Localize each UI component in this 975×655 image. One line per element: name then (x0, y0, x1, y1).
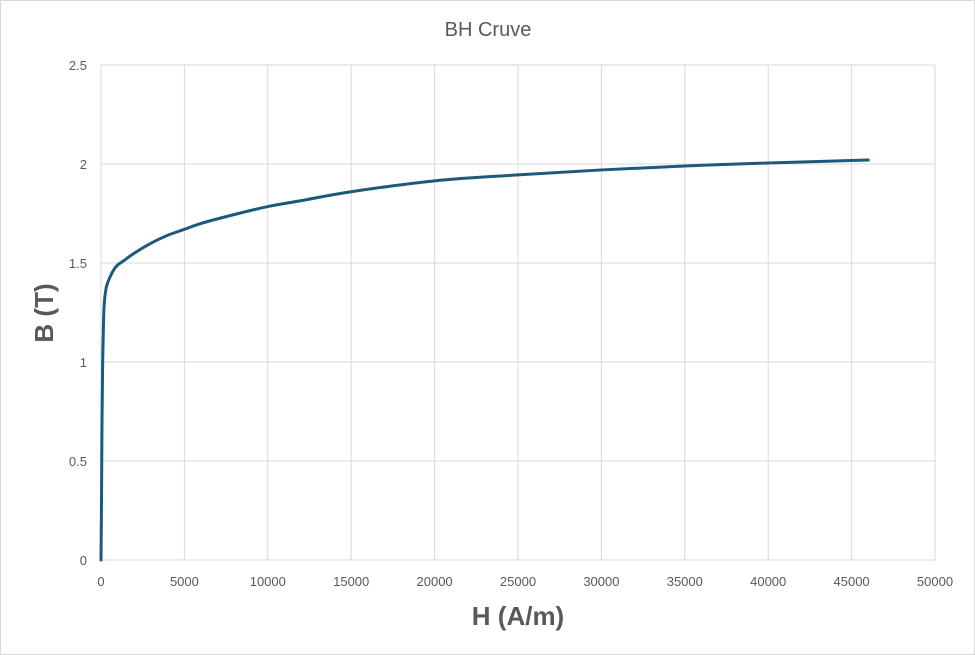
y-tick-label: 2.5 (69, 58, 87, 73)
chart-title: BH Cruve (445, 19, 532, 41)
x-axis-label: H (A/m) (472, 601, 564, 631)
y-tick-label: 1.5 (69, 256, 87, 271)
y-tick-label: 2 (80, 157, 87, 172)
y-tick-label: 0.5 (69, 454, 87, 469)
grid-lines (100, 64, 936, 561)
x-tick-label: 35000 (667, 574, 703, 589)
y-tick-label: 1 (80, 355, 87, 370)
x-tick-label: 25000 (500, 574, 536, 589)
series-group (99, 158, 870, 562)
y-tick-label: 0 (80, 553, 87, 568)
x-tick-label: 5000 (170, 574, 199, 589)
x-tick-label: 10000 (250, 574, 286, 589)
x-tick-label: 30000 (583, 574, 619, 589)
x-tick-label: 0 (97, 574, 104, 589)
x-tick-label: 45000 (834, 574, 870, 589)
x-tick-label: 15000 (333, 574, 369, 589)
y-axis-ticks: 0 0.5 1 1.5 2 2.5 (69, 58, 87, 568)
x-tick-label: 20000 (417, 574, 453, 589)
x-axis-ticks: 0 5000 10000 15000 20000 25000 30000 35000 40000… (97, 574, 953, 589)
x-tick-label: 40000 (750, 574, 786, 589)
y-axis-label: B (T) (29, 283, 59, 342)
x-tick-label: 50000 (917, 574, 953, 589)
bh-curve-line (99, 158, 870, 562)
